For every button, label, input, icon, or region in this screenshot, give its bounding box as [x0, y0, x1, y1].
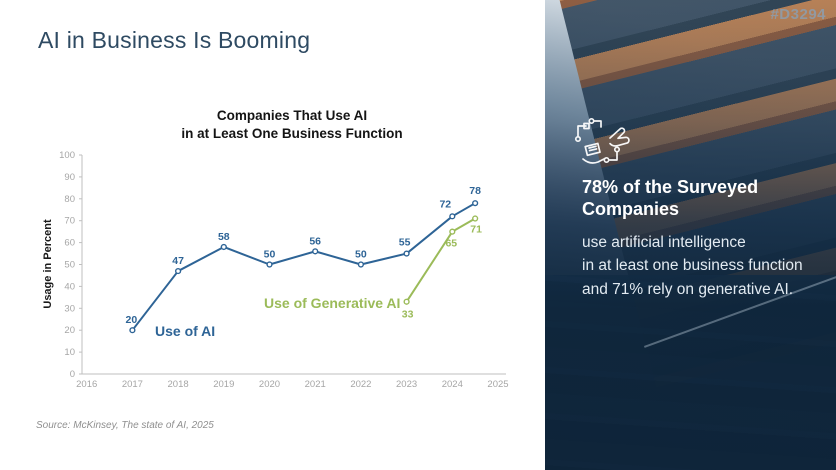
data-label: 65	[445, 238, 457, 250]
x-tick-label: 2024	[442, 379, 463, 390]
x-tick-label: 2022	[350, 379, 371, 390]
photo-panel: #D3294 78% of the Surveyed Companies use…	[545, 0, 836, 470]
y-tick-label: 90	[64, 172, 75, 183]
data-point	[472, 200, 479, 207]
y-tick-label: 20	[64, 325, 75, 336]
stat-heading-line-2: Companies	[582, 199, 680, 220]
data-point	[403, 250, 410, 257]
x-tick-label: 2017	[122, 379, 143, 390]
data-point	[403, 298, 410, 305]
x-tick-label: 2018	[168, 379, 189, 390]
data-point	[312, 248, 319, 255]
data-label: 50	[355, 249, 367, 261]
series-line	[405, 217, 476, 303]
y-tick-label: 60	[64, 238, 75, 249]
data-point	[175, 267, 182, 275]
x-tick-label: 2019	[213, 379, 234, 390]
y-tick-label: 70	[64, 216, 75, 227]
stat-body: use artificial intelligence in at least …	[582, 231, 822, 301]
data-label: 55	[399, 237, 411, 249]
x-tick-label: 2023	[396, 379, 417, 390]
chart-title: Companies That Use AI in at Least One Bu…	[142, 107, 442, 142]
slide-title: AI in Business Is Booming	[38, 27, 311, 53]
chart-title-line-1: Companies That Use AI	[216, 108, 368, 123]
data-point	[220, 243, 227, 251]
y-tick-label: 50	[64, 260, 75, 271]
hands-circuit-ai-icon	[574, 117, 630, 164]
series-annotation: Use of Generative AI	[264, 295, 400, 311]
usage-chart-svg: 0 10 20 30 40 50 60 70 80 90 100 2016 2017 2018 2019 20…	[42, 150, 509, 390]
data-label: 50	[264, 249, 276, 261]
data-point	[266, 261, 273, 268]
x-tick-label: 2025	[487, 379, 508, 390]
data-label: 78	[469, 185, 481, 197]
y-tick-label: 80	[64, 194, 75, 205]
data-label: 56	[309, 235, 321, 247]
data-label: 47	[172, 255, 184, 267]
watermark-id: #D3294	[770, 6, 826, 23]
y-tick-label: 10	[64, 347, 75, 358]
series-annotation: Use of AI	[155, 323, 215, 339]
x-tick-label: 2020	[259, 379, 280, 390]
panel-navy-overlay	[545, 0, 836, 470]
data-point	[129, 327, 136, 334]
data-label: 71	[470, 224, 482, 236]
stat-heading: 78% of the Surveyed Companies	[582, 176, 817, 220]
data-label: 58	[218, 231, 230, 243]
data-point	[472, 215, 479, 222]
stat-body-line-2: in at least one business function	[582, 257, 803, 275]
x-tick-label: 2021	[305, 379, 326, 390]
data-point	[449, 228, 456, 235]
data-label: 33	[402, 309, 414, 321]
y-axis-title: Usage in Percent	[42, 219, 54, 309]
data-point	[357, 261, 365, 268]
data-label: 20	[126, 314, 138, 326]
data-point	[449, 213, 456, 220]
y-tick-label: 0	[70, 369, 75, 380]
y-tick-label: 100	[59, 150, 75, 161]
x-tick-label: 2016	[76, 379, 97, 390]
y-tick-label: 30	[64, 303, 75, 314]
stat-body-line-3: and 71% rely on generative AI.	[582, 280, 794, 298]
y-tick-label: 40	[64, 281, 75, 292]
stat-body-line-1: use artificial intelligence	[582, 234, 746, 251]
chart-title-line-2: in at Least One Business Function	[181, 125, 403, 141]
stat-heading-line-1: 78% of the Surveyed	[582, 177, 759, 197]
source-note: Source: McKinsey, The state of AI, 2025	[36, 420, 214, 431]
data-label: 72	[439, 198, 451, 210]
